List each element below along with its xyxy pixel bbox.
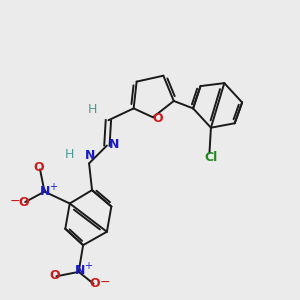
Text: N: N	[75, 264, 85, 277]
Text: +: +	[84, 261, 92, 271]
Text: N: N	[85, 149, 96, 162]
Text: O: O	[18, 196, 29, 208]
Text: Cl: Cl	[204, 151, 218, 164]
Text: O: O	[90, 277, 100, 290]
Text: O: O	[50, 269, 60, 282]
Text: H: H	[65, 148, 74, 161]
Text: N: N	[109, 138, 119, 151]
Text: +: +	[49, 182, 57, 192]
Text: −: −	[100, 276, 110, 290]
Text: N: N	[40, 185, 50, 198]
Text: H: H	[87, 103, 97, 116]
Text: O: O	[33, 161, 44, 174]
Text: −: −	[10, 195, 20, 208]
Text: O: O	[152, 112, 163, 125]
